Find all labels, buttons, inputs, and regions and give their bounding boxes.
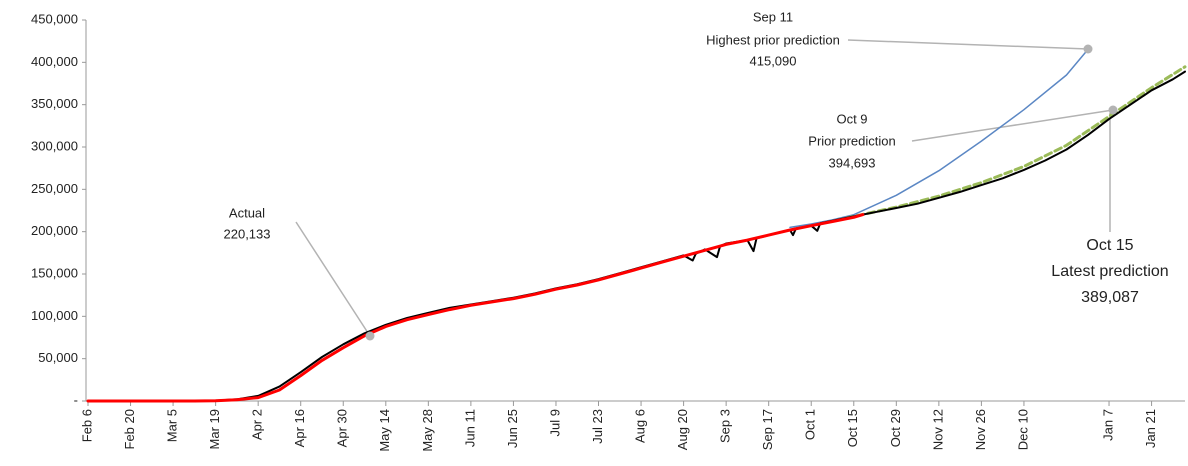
annotation: Latest prediction bbox=[1051, 263, 1168, 280]
x-tick-label: Apr 30 bbox=[335, 409, 350, 447]
x-tick-label: Jan 21 bbox=[1143, 409, 1158, 448]
annotation-dots bbox=[365, 44, 1118, 341]
y-tick-label: 450,000 bbox=[31, 11, 78, 26]
x-tick-label: Aug 6 bbox=[632, 409, 647, 443]
x-tick-label: May 28 bbox=[420, 409, 435, 452]
annotation: Prior prediction bbox=[808, 133, 895, 148]
y-tick-label: 100,000 bbox=[31, 308, 78, 323]
x-tick-label: Feb 6 bbox=[79, 409, 94, 442]
x-tick-label: Jul 23 bbox=[590, 409, 605, 444]
annotation: Oct 15 bbox=[1086, 237, 1133, 254]
annotation: Sep 11 bbox=[753, 9, 793, 24]
annotation-dot bbox=[1108, 105, 1118, 115]
annotations: Sep 11 Highest prior prediction 415,090 … bbox=[224, 9, 1169, 306]
annotation: Oct 9 bbox=[836, 111, 867, 126]
y-tick-label: 150,000 bbox=[31, 265, 78, 280]
annotation-dot bbox=[1083, 44, 1093, 54]
x-tick-label: Mar 5 bbox=[165, 409, 180, 442]
x-tick-label: Nov 26 bbox=[973, 409, 988, 450]
annotation: Actual bbox=[229, 205, 265, 220]
x-tick-label: Jan 7 bbox=[1100, 409, 1115, 441]
x-tick-label: Feb 20 bbox=[122, 409, 137, 449]
series-line bbox=[86, 213, 865, 403]
y-tick-label: 250,000 bbox=[31, 181, 78, 196]
x-tick-label: Mar 19 bbox=[207, 409, 222, 449]
plot: - 50,000 100,000 150,000 200,000 250,000 300,0… bbox=[31, 11, 1187, 452]
y-tick-label: - bbox=[74, 392, 78, 407]
x-tick-label: Jun 25 bbox=[505, 409, 520, 448]
x-tick-label: Oct 15 bbox=[845, 409, 860, 447]
x-tick-label: Jun 11 bbox=[462, 409, 477, 447]
y-tick-label: 300,000 bbox=[31, 138, 78, 153]
leader-line bbox=[911, 109, 1114, 142]
y-tick-label: 400,000 bbox=[31, 54, 78, 69]
annotation: 389,087 bbox=[1081, 289, 1139, 306]
annotation: 415,090 bbox=[750, 53, 797, 68]
annotation: 220,133 bbox=[224, 226, 271, 241]
x-tick-label: Sep 3 bbox=[718, 409, 733, 443]
x-tick-label: Oct 29 bbox=[888, 409, 903, 447]
x-tick-label: Aug 20 bbox=[675, 409, 690, 450]
y-tick-label: 200,000 bbox=[31, 223, 78, 238]
x-tick-label: Sep 17 bbox=[760, 409, 775, 450]
x-tick-label: Dec 10 bbox=[1015, 409, 1030, 450]
x-tick-label: May 14 bbox=[377, 409, 392, 452]
leader-line bbox=[847, 39, 1089, 50]
y-tick-label: 50,000 bbox=[38, 350, 78, 365]
annotation-leaders bbox=[295, 39, 1114, 337]
x-tick-label: Apr 2 bbox=[250, 409, 265, 440]
y-tick-label: 350,000 bbox=[31, 96, 78, 111]
annotation-dot bbox=[365, 331, 375, 341]
x-tick-label: Apr 16 bbox=[292, 409, 307, 447]
annotation: 394,693 bbox=[829, 155, 876, 170]
x-tick-label: Jul 9 bbox=[547, 409, 562, 436]
annotation: Highest prior prediction bbox=[706, 32, 840, 47]
x-tick-label: Oct 1 bbox=[803, 409, 818, 440]
leader-line bbox=[295, 221, 371, 337]
x-tick-label: Nov 12 bbox=[930, 409, 945, 450]
